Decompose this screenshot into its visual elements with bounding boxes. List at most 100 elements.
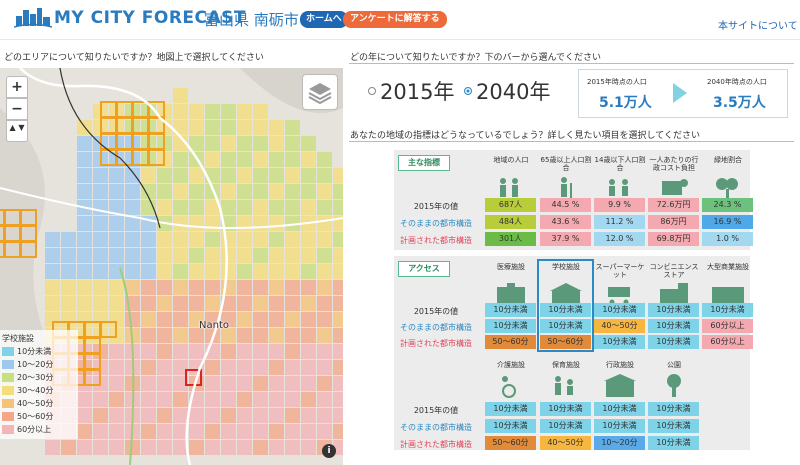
value-cell[interactable]: 10分未満 <box>540 402 591 416</box>
tree-icon[interactable] <box>702 175 754 201</box>
map-grid-cell <box>285 280 300 295</box>
value-cell[interactable]: 10〜20分 <box>594 436 645 450</box>
radio-2040[interactable] <box>464 87 472 95</box>
care-icon[interactable] <box>485 373 537 399</box>
map-grid-cell <box>253 248 268 263</box>
value-cell[interactable]: 11.2 % <box>594 215 645 229</box>
map-grid-cell <box>285 232 300 247</box>
map-grid-cell <box>285 408 300 423</box>
map-grid-cell <box>237 440 252 455</box>
value-cell[interactable]: 10分未満 <box>540 419 591 433</box>
map-grid-cell <box>269 440 284 455</box>
map-grid-cell <box>141 280 156 295</box>
river <box>119 267 135 465</box>
city-skyline-icon[interactable] <box>14 6 52 28</box>
value-cell[interactable]: 10分未満 <box>594 402 645 416</box>
column-header: 地域の人口 <box>493 156 529 164</box>
year-2040-label[interactable]: 2040年 <box>476 80 551 104</box>
park-icon[interactable] <box>648 373 700 399</box>
zoom-in-button[interactable]: + <box>6 76 28 98</box>
value-cell[interactable]: 10分未満 <box>648 402 699 416</box>
value-cell[interactable]: 10分未満 <box>540 319 591 333</box>
yen-icon[interactable] <box>648 175 700 201</box>
convenience-store-icon[interactable] <box>648 281 700 307</box>
value-cell[interactable]: 86万円 <box>648 215 699 229</box>
value-cell[interactable]: 60分以上 <box>702 319 753 333</box>
map-grid-cell <box>93 424 108 439</box>
home-button[interactable]: ホームへ <box>300 11 348 28</box>
map-grid-cell <box>317 344 332 359</box>
zoom-out-button[interactable]: − <box>6 98 28 120</box>
value-cell[interactable]: 687人 <box>485 198 536 212</box>
value-cell[interactable]: 10分未満 <box>702 303 753 317</box>
map-grid-cell <box>189 232 204 247</box>
map-grid-cell <box>77 248 92 263</box>
map-grid-cell <box>141 344 156 359</box>
value-cell[interactable]: 301人 <box>485 232 536 246</box>
map-grid-cell <box>125 216 140 231</box>
value-cell[interactable]: 10分未満 <box>540 303 591 317</box>
value-cell[interactable]: 50〜60分 <box>485 335 536 349</box>
value-cell[interactable]: 40〜50分 <box>540 436 591 450</box>
government-icon[interactable] <box>594 373 646 399</box>
value-cell[interactable]: 10分未満 <box>485 419 536 433</box>
about-site-link[interactable]: 本サイトについて <box>718 21 798 32</box>
row-label: 2015年の値 <box>413 307 459 316</box>
value-cell[interactable]: 43.6 % <box>540 215 591 229</box>
map-grid-cell <box>253 264 268 279</box>
map-grid-cell <box>253 168 268 183</box>
map-grid-cell <box>173 264 188 279</box>
value-cell[interactable]: 50〜60分 <box>540 335 591 349</box>
map-view[interactable]: + − ▲ ▼ Nanto 学校施設 10分未満 10〜20分 20〜30分 30〜4… <box>0 68 343 465</box>
map-grid-cell <box>173 440 188 455</box>
value-cell[interactable]: 484人 <box>485 215 536 229</box>
value-cell[interactable]: 44.5 % <box>540 198 591 212</box>
map-grid-cell <box>237 104 252 119</box>
map-grid-cell <box>205 376 220 391</box>
children-icon[interactable] <box>594 175 646 201</box>
value-cell[interactable]: 16.9 % <box>702 215 753 229</box>
year-2015-label[interactable]: 2015年 <box>380 80 455 104</box>
map-grid-cell <box>77 424 92 439</box>
radio-2015[interactable] <box>368 87 376 95</box>
hospital-icon[interactable] <box>485 281 537 307</box>
nursery-icon[interactable] <box>540 373 592 399</box>
value-cell[interactable]: 10分未満 <box>648 436 699 450</box>
value-cell[interactable]: 69.8万円 <box>648 232 699 246</box>
value-cell[interactable]: 9.9 % <box>594 198 645 212</box>
value-cell[interactable]: 37.9 % <box>540 232 591 246</box>
value-cell[interactable]: 72.6万円 <box>648 198 699 212</box>
info-icon[interactable]: i <box>322 444 336 458</box>
map-grid-cell <box>205 424 220 439</box>
value-cell[interactable]: 10分未満 <box>648 335 699 349</box>
value-cell[interactable]: 10分未満 <box>648 419 699 433</box>
value-cell[interactable]: 60分以上 <box>702 335 753 349</box>
value-cell[interactable]: 10分未満 <box>648 319 699 333</box>
value-cell[interactable]: 10分未満 <box>485 402 536 416</box>
app-logo[interactable]: MY CITY FORECAST <box>54 8 247 28</box>
elderly-icon[interactable] <box>540 175 592 201</box>
people-icon[interactable] <box>485 175 537 201</box>
value-cell[interactable]: 1.0 % <box>702 232 753 246</box>
map-grid-cell <box>237 264 252 279</box>
layers-button[interactable] <box>302 74 338 110</box>
value-cell[interactable]: 10分未満 <box>594 303 645 317</box>
value-cell[interactable]: 10分未満 <box>648 303 699 317</box>
value-cell[interactable]: 12.0 % <box>594 232 645 246</box>
mall-icon[interactable] <box>702 281 754 307</box>
value-cell[interactable]: 10分未満 <box>485 319 536 333</box>
compass-button[interactable]: ▲ ▼ <box>6 120 28 142</box>
school-icon[interactable] <box>540 281 592 307</box>
map-grid-cell <box>205 248 220 263</box>
survey-button[interactable]: アンケートに解答する <box>343 11 447 28</box>
value-cell[interactable]: 50〜60分 <box>485 436 536 450</box>
value-cell[interactable]: 10分未満 <box>594 419 645 433</box>
value-cell[interactable]: 10分未満 <box>594 335 645 349</box>
map-grid-cell <box>221 136 236 151</box>
value-cell[interactable]: 10分未満 <box>485 303 536 317</box>
map-grid-cell <box>61 440 76 455</box>
map-grid-cell <box>237 344 252 359</box>
value-cell[interactable]: 40〜50分 <box>594 319 645 333</box>
value-cell[interactable]: 24.3 % <box>702 198 753 212</box>
mall-icon-glyph <box>712 287 744 305</box>
